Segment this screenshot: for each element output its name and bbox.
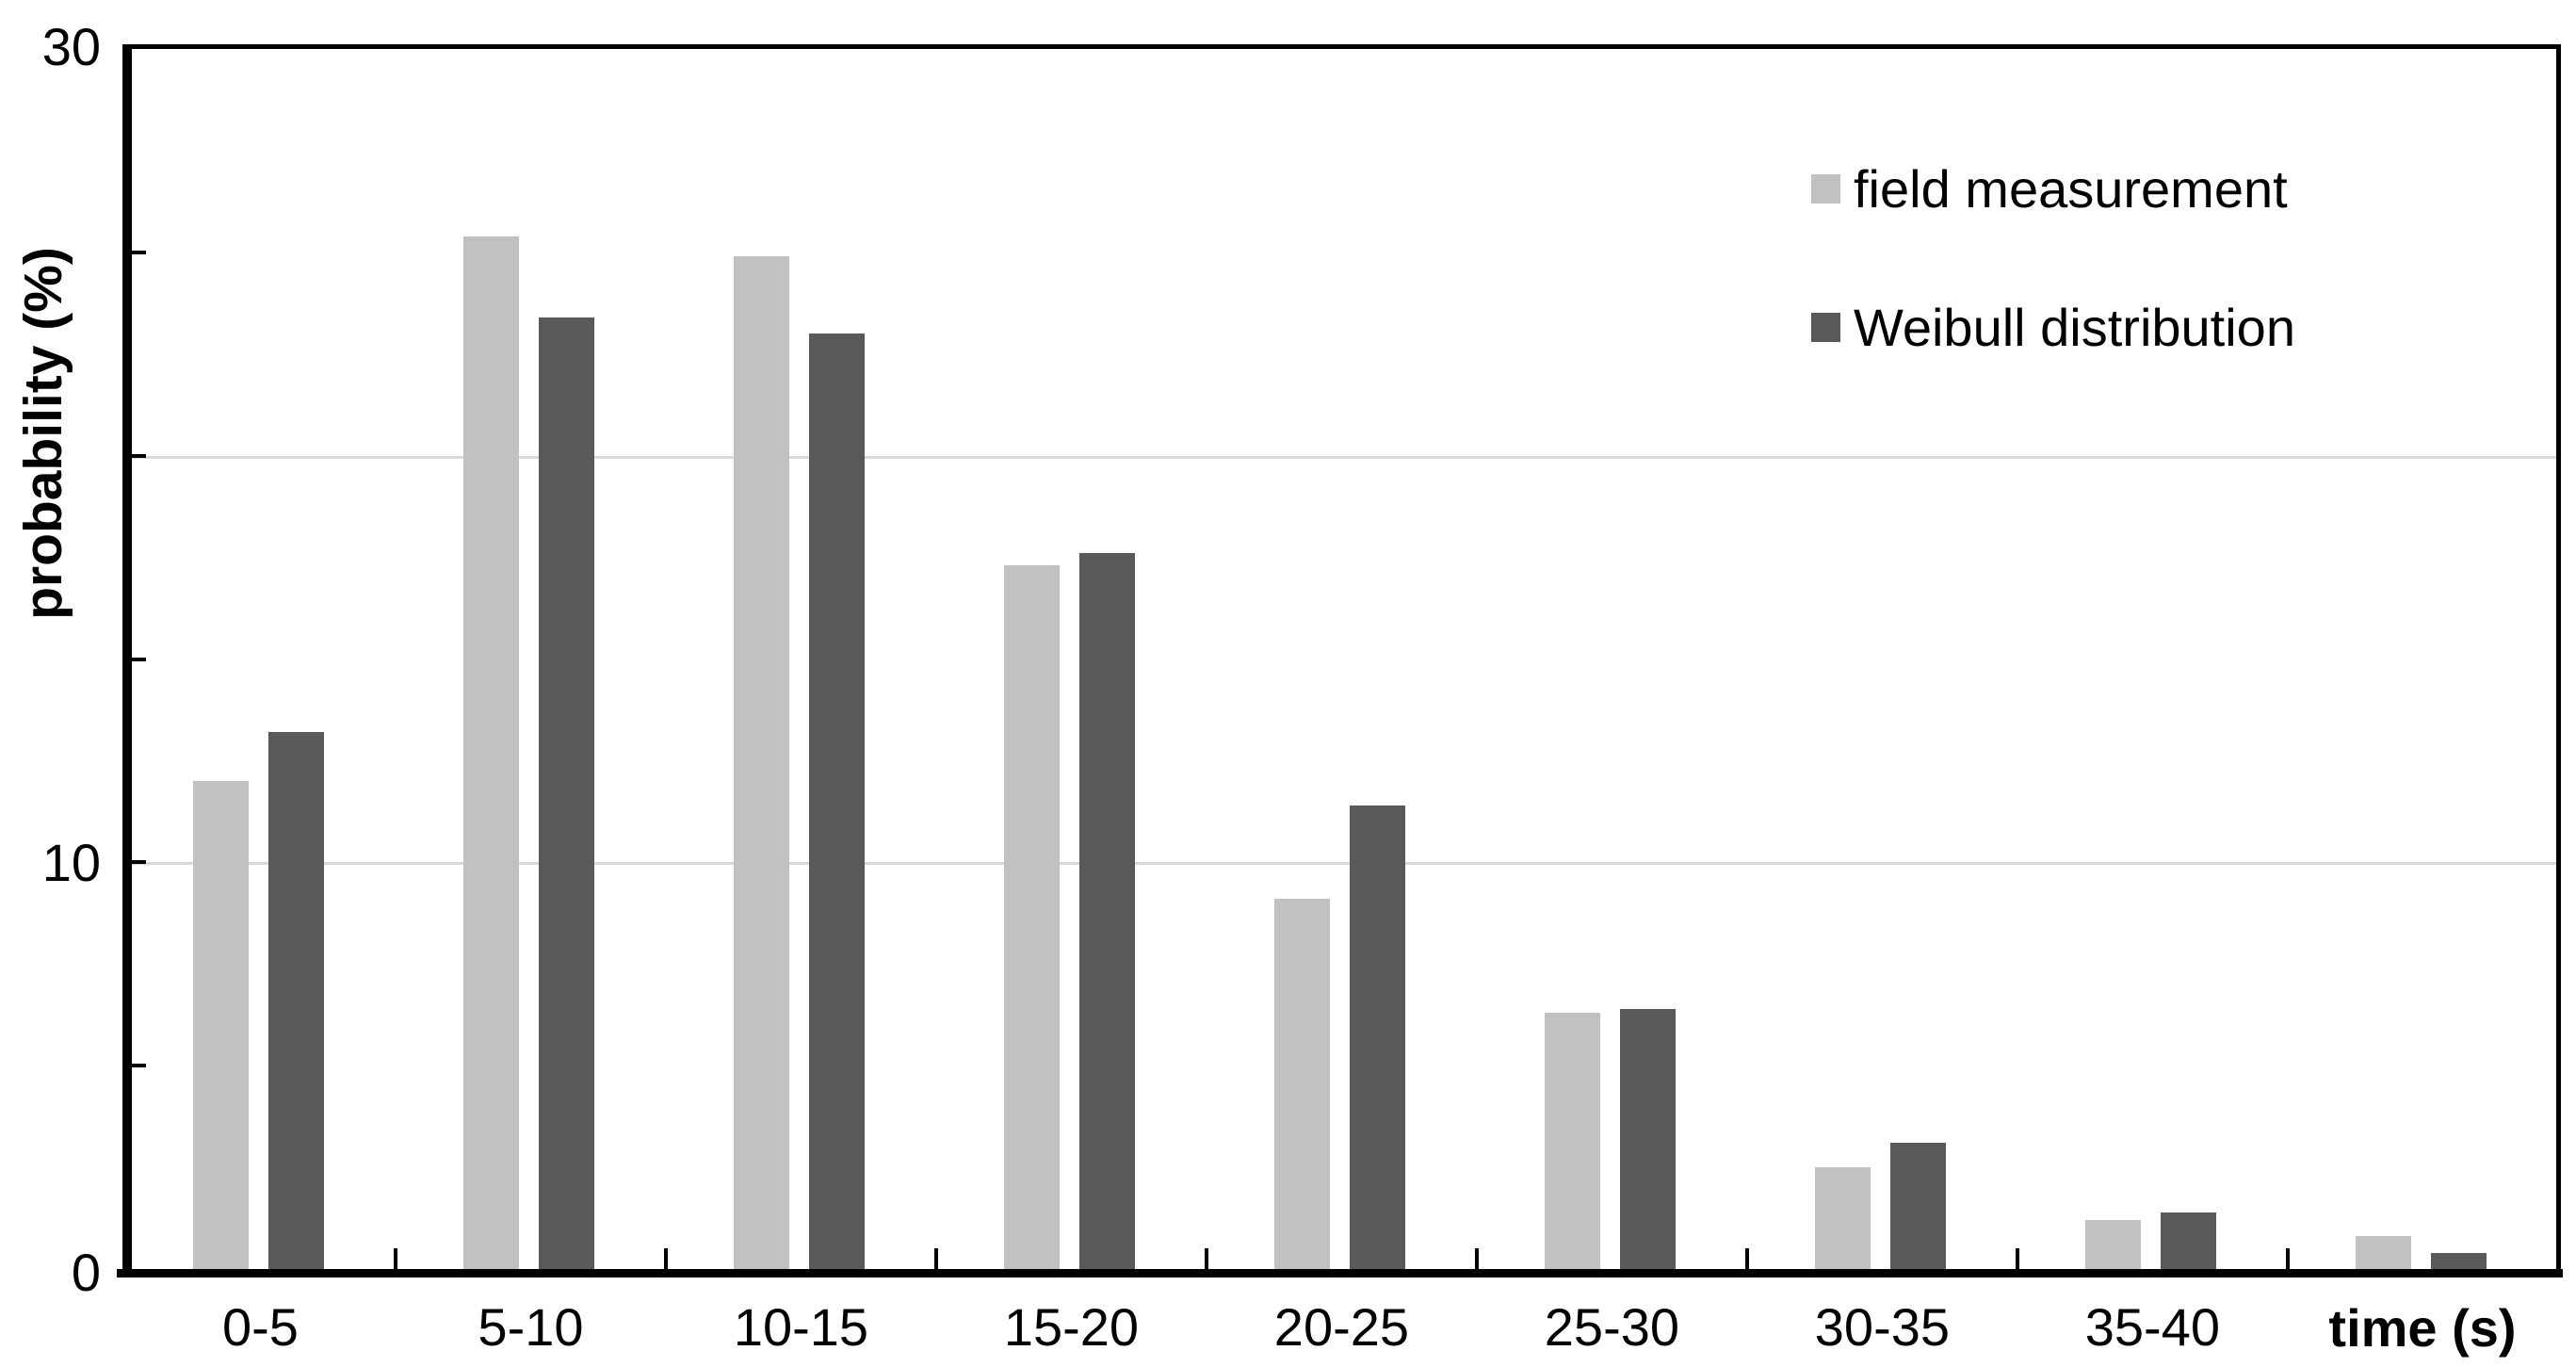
bar-weibull-distribution-20-25 — [1349, 805, 1405, 1269]
y-axis-label-30: 30 — [41, 17, 101, 76]
bar-field-measurement-15-20 — [1003, 565, 1060, 1269]
bar-weibull-distribution-last — [2430, 1252, 2487, 1269]
x-axis-category-label: 0-5 — [222, 1297, 299, 1357]
bar-field-measurement-20-25 — [1273, 899, 1330, 1269]
x-axis-tick — [393, 1248, 397, 1269]
bar-field-measurement-5-10 — [463, 236, 520, 1269]
category-slot-15-20: 15-20 — [933, 49, 1207, 1354]
x-axis-category-label: 15-20 — [1003, 1297, 1140, 1357]
x-axis-tick — [1744, 1248, 1749, 1269]
bar-field-measurement-10-15 — [734, 256, 789, 1269]
plot-border-right — [2556, 44, 2561, 1274]
x-axis-tick — [2015, 1248, 2019, 1269]
x-axis-category-label: 5-10 — [478, 1297, 584, 1357]
category-slot-35-40: 35-40 — [2015, 49, 2288, 1354]
category-slot-0-5: 0-5 — [125, 49, 396, 1354]
x-axis-line — [117, 1269, 2563, 1277]
x-axis-title: time (s) — [2328, 1298, 2517, 1358]
y-axis-tick-25 — [125, 250, 146, 254]
y-axis-tick-5 — [125, 1064, 146, 1068]
legend-swatch-field-measurement-icon — [1811, 174, 1840, 204]
y-axis-label-0: 0 — [71, 1243, 101, 1302]
y-axis-label-10: 10 — [41, 833, 101, 892]
category-slot-20-25: 20-25 — [1204, 49, 1477, 1354]
gridline-20 — [125, 455, 2558, 459]
plot-slots: 0-5 5-10 10-15 15-20 20-25 25-30 30-35 35-40 — [125, 49, 2558, 1354]
bar-field-measurement-last — [2355, 1236, 2411, 1269]
x-axis-tick — [1474, 1248, 1479, 1269]
x-axis-category-label: 25-30 — [1544, 1297, 1680, 1357]
y-axis-tick-15 — [125, 657, 146, 661]
y-axis-title: probability (%) — [13, 247, 73, 620]
bar-field-measurement-30-35 — [1814, 1167, 1871, 1269]
category-slot-30-35: 30-35 — [1744, 49, 2017, 1354]
legend-item-weibull-distribution: Weibull distribution — [1811, 297, 2295, 357]
bar-weibull-distribution-5-10 — [538, 317, 594, 1269]
x-axis-tick — [1204, 1248, 1208, 1269]
y-axis-tick-10 — [125, 860, 146, 865]
y-axis-line — [122, 44, 132, 1277]
legend-swatch-weibull-distribution-icon — [1811, 312, 1840, 342]
x-axis-category-label: 35-40 — [2084, 1297, 2220, 1357]
legend-label: Weibull distribution — [1854, 297, 2295, 357]
legend: field measurement Weibull distribution — [1811, 160, 2295, 356]
bar-field-measurement-25-30 — [1544, 1013, 1600, 1269]
category-slot-10-15: 10-15 — [663, 49, 936, 1354]
x-axis-tick — [2285, 1248, 2290, 1269]
category-slot-5-10: 5-10 — [393, 49, 666, 1354]
bar-weibull-distribution-35-40 — [2160, 1212, 2216, 1269]
bar-weibull-distribution-25-30 — [1619, 1008, 1676, 1269]
x-axis-category-label: 20-25 — [1273, 1297, 1410, 1357]
plot-border-top — [125, 44, 2561, 49]
bar-weibull-distribution-0-5 — [267, 732, 324, 1269]
bar-weibull-distribution-10-15 — [808, 334, 865, 1269]
legend-label: field measurement — [1854, 159, 2288, 219]
bar-field-measurement-0-5 — [193, 781, 250, 1269]
bar-weibull-distribution-15-20 — [1078, 553, 1135, 1269]
x-axis-tick — [933, 1248, 938, 1269]
x-axis-category-label: 30-35 — [1814, 1297, 1951, 1357]
plot-area: 0-5 5-10 10-15 15-20 20-25 25-30 30-35 35-40 — [125, 49, 2558, 1354]
y-axis-tick-20 — [125, 453, 146, 458]
gridline-10 — [125, 862, 2558, 866]
bar-field-measurement-35-40 — [2084, 1220, 2141, 1269]
x-axis-category-label: 10-15 — [733, 1297, 869, 1357]
bar-weibull-distribution-30-35 — [1889, 1143, 1946, 1269]
x-axis-tick — [663, 1248, 668, 1269]
category-slot-untitled — [2285, 49, 2558, 1269]
category-slot-25-30: 25-30 — [1474, 49, 1747, 1354]
legend-item-field-measurement: field measurement — [1811, 160, 2295, 219]
